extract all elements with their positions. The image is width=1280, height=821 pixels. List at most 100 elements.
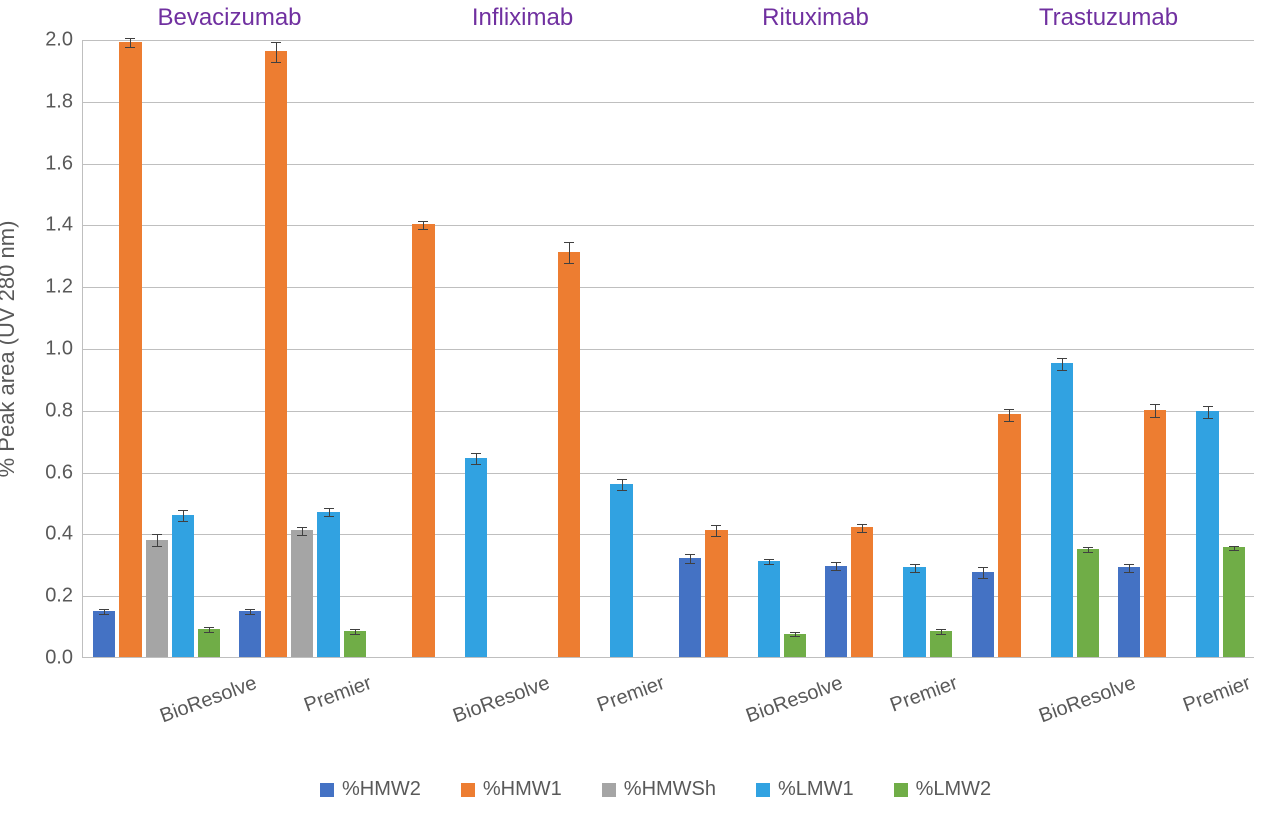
bar	[1118, 567, 1140, 657]
bar	[972, 572, 994, 657]
error-bar	[1083, 547, 1093, 553]
error-bar	[125, 38, 135, 47]
bar	[1144, 410, 1166, 657]
y-tick-label: 0.6	[45, 461, 83, 484]
error-bar	[685, 554, 695, 563]
error-bar	[152, 534, 162, 546]
bar	[172, 515, 194, 657]
error-bar	[245, 609, 255, 615]
error-bar	[711, 525, 721, 537]
error-bar	[324, 508, 334, 517]
error-bar	[1057, 358, 1067, 370]
x-tick-label: Premier	[301, 672, 375, 718]
bar	[903, 567, 925, 657]
group-title: Bevacizumab	[157, 4, 301, 32]
gridline	[83, 349, 1254, 350]
error-bar	[1124, 564, 1134, 573]
gridline	[83, 102, 1254, 103]
gridline	[83, 164, 1254, 165]
y-tick-label: 0.4	[45, 523, 83, 546]
error-bar	[910, 564, 920, 573]
group-title: Infliximab	[472, 4, 573, 32]
x-tick-label: Premier	[594, 672, 668, 718]
bar	[465, 458, 487, 657]
x-tick-label: BioResolve	[158, 672, 261, 728]
error-bar	[564, 242, 574, 264]
y-tick-label: 0.8	[45, 399, 83, 422]
gridline	[83, 473, 1254, 474]
gridline	[83, 40, 1254, 41]
plot-area: 0.00.20.40.60.81.01.21.41.61.82.0Bevaciz…	[82, 40, 1254, 658]
bar	[558, 252, 580, 657]
bar	[291, 530, 313, 657]
error-bar	[831, 562, 841, 571]
legend-swatch	[461, 783, 475, 797]
error-bar	[271, 42, 281, 64]
y-tick-label: 2.0	[45, 29, 83, 52]
error-bar	[790, 632, 800, 637]
bar	[93, 611, 115, 657]
error-bar	[418, 221, 428, 230]
error-bar	[857, 524, 867, 533]
y-tick-label: 1.6	[45, 152, 83, 175]
error-bar	[471, 453, 481, 465]
error-bar	[1004, 409, 1014, 421]
legend-item: %LMW2	[894, 778, 992, 801]
bar	[679, 558, 701, 657]
error-bar	[764, 559, 774, 565]
bar	[1196, 411, 1218, 657]
bar	[998, 414, 1020, 657]
bar	[851, 527, 873, 657]
error-bar	[297, 527, 307, 536]
legend: %HMW2 %HMW1 %HMWSh %LMW1 %LMW2	[320, 778, 991, 801]
error-bar	[936, 629, 946, 635]
legend-label: %LMW1	[778, 778, 854, 801]
x-tick-label: Premier	[1180, 672, 1254, 718]
legend-item: %HMW2	[320, 778, 421, 801]
legend-item: %LMW1	[756, 778, 854, 801]
bar	[705, 530, 727, 657]
error-bar	[204, 627, 214, 633]
error-bar	[350, 629, 360, 635]
legend-swatch	[894, 783, 908, 797]
legend-swatch	[320, 783, 334, 797]
bar	[317, 512, 339, 657]
bar	[825, 566, 847, 657]
error-bar	[1203, 406, 1213, 418]
bar	[1051, 363, 1073, 657]
y-tick-label: 0.2	[45, 585, 83, 608]
error-bar	[178, 510, 188, 522]
legend-item: %HMWSh	[602, 778, 716, 801]
bar	[1077, 549, 1099, 657]
bar	[412, 224, 434, 657]
x-tick-label: BioResolve	[1037, 672, 1140, 728]
y-tick-label: 0.0	[45, 647, 83, 670]
y-tick-label: 1.4	[45, 214, 83, 237]
peak-area-bar-chart: 0.0 0.2 0.4 0.6 0.8 1.0 1.2 1.4 1.6 1.8 2.0 Bevaciz…	[0, 0, 1280, 821]
bar	[758, 561, 780, 657]
x-tick-label: Premier	[887, 672, 961, 718]
y-tick-label: 1.8	[45, 90, 83, 113]
gridline	[83, 411, 1254, 412]
legend-label: %HMWSh	[624, 778, 716, 801]
y-tick-label: 1.2	[45, 276, 83, 299]
x-tick-label: BioResolve	[451, 672, 554, 728]
y-tick-label: 1.0	[45, 338, 83, 361]
bar	[265, 51, 287, 657]
error-bar	[978, 567, 988, 579]
error-bar	[1150, 404, 1160, 418]
error-bar	[99, 609, 109, 615]
group-title: Rituximab	[762, 4, 869, 32]
bar	[239, 611, 261, 657]
legend-swatch	[602, 783, 616, 797]
bar	[1223, 547, 1245, 657]
gridline	[83, 287, 1254, 288]
bar	[119, 42, 141, 657]
bar	[784, 634, 806, 657]
y-axis-label: % Peak area (UV 280 nm)	[0, 221, 20, 478]
legend-label: %HMW1	[483, 778, 562, 801]
legend-label: %LMW2	[916, 778, 992, 801]
legend-label: %HMW2	[342, 778, 421, 801]
error-bar	[1229, 546, 1239, 551]
legend-item: %HMW1	[461, 778, 562, 801]
